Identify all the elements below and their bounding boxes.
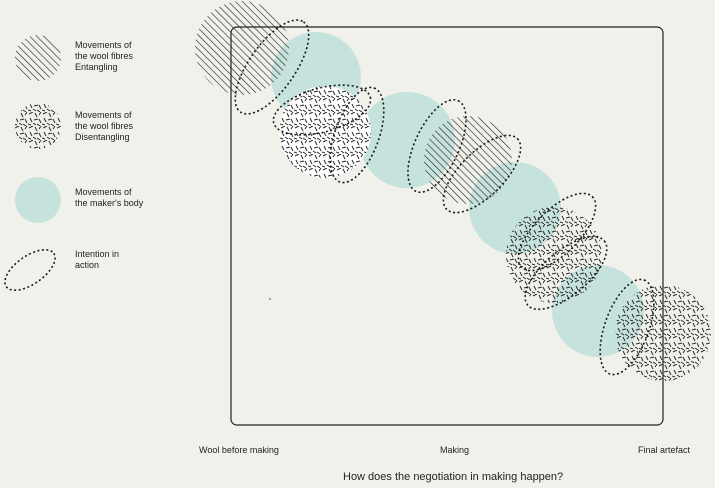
intention-ellipse [272,84,372,136]
making-frame [230,26,664,426]
disentangling-circle [506,207,602,303]
legend-intention-label: Intention in action [75,249,120,270]
intention-ellipse [329,86,385,184]
stray-dot [269,298,271,300]
disentangling-circle [279,86,371,178]
intention-ellipse [524,235,608,311]
dashed-ellipse-icon [4,248,56,292]
axis-label-start: Wool before making [199,445,279,455]
intention-ellipse [517,192,597,272]
legend-entangling-label: Movements of the wool fibres Entangling [75,40,134,72]
intention-ellipse [442,134,522,214]
legend-body-label: Movements of the maker's body [75,187,144,208]
entangling-circle [195,1,289,95]
disentangling-circles [279,86,711,381]
axis-label-end: Final artefact [638,445,691,455]
axis-label-middle: Making [440,445,470,455]
hatched-circle-icon [15,35,61,81]
teal-circle-icon [15,177,61,223]
speckled-circle-icon [15,103,61,149]
disentangling-circle [615,285,711,381]
intention-ellipse [599,278,655,376]
entangling-circle [424,116,512,204]
axis-title: How does the negotiation in making happe… [343,471,564,483]
intention-ellipses [234,19,655,376]
intention-ellipse [407,98,467,194]
entangling-circles [195,1,512,204]
legend-disentangling-label: Movements of the wool fibres Disentangli… [75,110,134,142]
